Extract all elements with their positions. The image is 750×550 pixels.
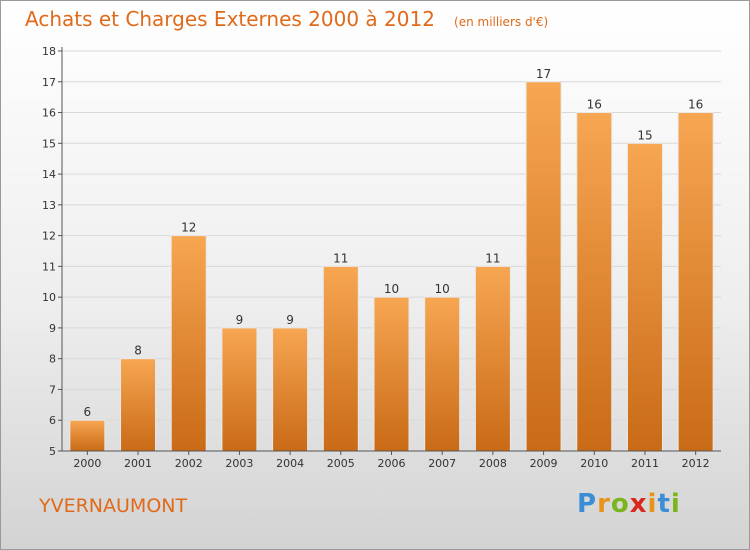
y-tick-label: 12 [42, 230, 56, 243]
y-tick-label: 7 [49, 383, 56, 396]
logo-letter: o [610, 489, 630, 519]
data-label: 10 [384, 282, 399, 296]
y-tick-label: 5 [49, 445, 56, 458]
data-label: 10 [435, 282, 450, 296]
data-label: 9 [236, 313, 244, 327]
logo-letter: i [647, 489, 658, 519]
bar [474, 265, 511, 452]
x-tick-label: 2006 [378, 457, 406, 470]
logo-letter: i [670, 489, 681, 519]
y-tick-label: 18 [42, 45, 56, 58]
x-tick-label: 2007 [428, 457, 456, 470]
axes: 5 6 7 8 9 10 11 12 13 14 15 16 17 18 2000 2001 2002 2003 2… [42, 45, 721, 470]
y-tick-label: 8 [49, 353, 56, 366]
x-tick-label: 2001 [124, 457, 152, 470]
x-tick-label: 2008 [479, 457, 507, 470]
bar [69, 419, 106, 452]
x-tick-label: 2010 [580, 457, 608, 470]
data-label: 15 [637, 128, 652, 142]
y-tick-label: 16 [42, 107, 56, 120]
logo-letter: x [629, 489, 648, 519]
bar [424, 296, 461, 452]
x-tick-label: 2003 [225, 457, 253, 470]
data-label: 11 [485, 251, 500, 265]
y-tick-label: 13 [42, 199, 56, 212]
data-label: 16 [587, 98, 602, 112]
logo-letter: t [657, 489, 671, 519]
bar [221, 327, 258, 452]
x-tick-label: 2002 [175, 457, 203, 470]
chart-title: Achats et Charges Externes 2000 à 2012 [25, 7, 435, 31]
x-tick-label: 2000 [73, 457, 101, 470]
y-tick-label: 15 [42, 137, 56, 150]
y-tick-label: 9 [49, 322, 56, 335]
data-label: 12 [181, 221, 196, 235]
bar [272, 327, 309, 452]
bar [677, 112, 714, 452]
data-label: 9 [286, 313, 294, 327]
x-tick-label: 2005 [327, 457, 355, 470]
data-label: 11 [333, 251, 348, 265]
bar [170, 235, 207, 452]
bar [322, 265, 359, 452]
bar [576, 112, 613, 452]
y-tick-label: 11 [42, 260, 56, 273]
x-tick-label: 2012 [682, 457, 710, 470]
x-tick-label: 2004 [276, 457, 304, 470]
bar [525, 81, 562, 452]
y-tick-label: 10 [42, 291, 56, 304]
data-label: 6 [84, 405, 92, 419]
proxiti-logo: Proxiti [577, 489, 681, 519]
chart-title-block: Achats et Charges Externes 2000 à 2012 (… [25, 7, 548, 31]
chart-unit: (en milliers d'€) [454, 15, 549, 29]
x-tick-label: 2009 [530, 457, 558, 470]
bar [120, 358, 157, 452]
data-label: 16 [688, 98, 703, 112]
bars: 6 8 12 9 9 11 10 10 11 17 16 15 16 [69, 67, 714, 452]
data-label: 17 [536, 67, 551, 81]
y-tick-label: 14 [42, 168, 56, 181]
commune-name: YVERNAUMONT [39, 495, 188, 517]
logo-letter: P [577, 489, 598, 519]
logo-letter: r [597, 489, 611, 519]
y-tick-label: 6 [49, 414, 56, 427]
data-label: 8 [134, 344, 142, 358]
bar [626, 142, 663, 452]
x-tick-label: 2011 [631, 457, 659, 470]
bar [373, 296, 410, 452]
y-tick-label: 17 [42, 76, 56, 89]
